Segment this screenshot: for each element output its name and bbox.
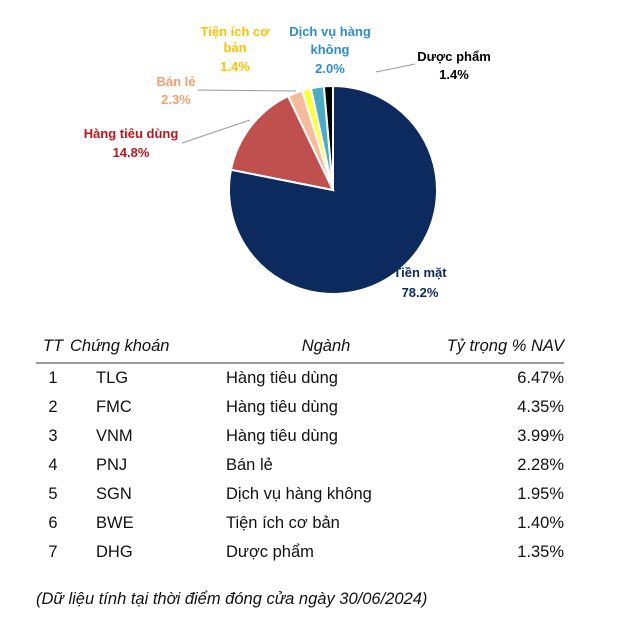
row-ticker: TLG bbox=[96, 369, 129, 387]
slice-value: 2.0% bbox=[315, 61, 345, 76]
footnote: (Dữ liệu tính tại thời điểm đóng cửa ngà… bbox=[36, 590, 428, 608]
row-index: 3 bbox=[48, 427, 58, 445]
slice-value: 1.4% bbox=[439, 67, 469, 82]
row-sector: Tiện ích cơ bản bbox=[226, 514, 340, 532]
slice-label: Tiện ích cơ bản bbox=[201, 24, 271, 55]
leader-line bbox=[197, 89, 297, 92]
row-ticker: PNJ bbox=[96, 456, 128, 474]
table-row: 3 VNM Hàng tiêu dùng 3.99% bbox=[36, 422, 564, 451]
slice-label: Hàng tiêu dùng bbox=[84, 126, 179, 141]
row-index: 1 bbox=[48, 369, 58, 387]
row-weight: 6.47% bbox=[517, 369, 564, 387]
row-weight: 3.99% bbox=[517, 427, 564, 445]
slice-label: Tiền mặt bbox=[393, 265, 447, 280]
leader-line bbox=[375, 63, 416, 73]
header-weight: Tỷ trọng % NAV bbox=[426, 334, 564, 364]
table-row: 6 BWE Tiện ích cơ bản 1.40% bbox=[36, 509, 564, 538]
slice-value: 2.3% bbox=[161, 92, 191, 107]
row-ticker: DHG bbox=[96, 543, 133, 561]
slice-label: Dược phẩm bbox=[417, 49, 491, 64]
row-index: 4 bbox=[48, 456, 58, 474]
table-row: 1 TLG Hàng tiêu dùng 6.47% bbox=[36, 363, 564, 393]
table-row: 5 SGN Dịch vụ hàng không 1.95% bbox=[36, 480, 564, 509]
leader-line bbox=[181, 119, 251, 144]
slice-value: 1.4% bbox=[220, 59, 250, 74]
row-sector: Dịch vụ hàng không bbox=[226, 485, 372, 503]
pie-slice bbox=[322, 84, 334, 191]
slice-label: Dịch vụ hàng không bbox=[289, 24, 371, 57]
row-index: 5 bbox=[48, 485, 58, 503]
row-sector: Dược phẩm bbox=[226, 543, 314, 561]
row-weight: 1.35% bbox=[517, 543, 564, 561]
row-ticker: BWE bbox=[96, 514, 134, 532]
slice-value: 78.2% bbox=[402, 285, 439, 300]
slice-value: 14.8% bbox=[113, 145, 150, 160]
table-header: TT Chứng khoán Ngành Tỷ trọng % NAV bbox=[36, 334, 564, 364]
row-index: 6 bbox=[48, 514, 58, 532]
header-sector: Ngành bbox=[226, 334, 426, 364]
row-index: 7 bbox=[48, 543, 58, 561]
pie-chart: Tiền mặt 78.2% Hàng tiêu dùng 14.8% Bán lẻ 2.… bbox=[84, 24, 491, 300]
header-ticker: Chứng khoán bbox=[70, 334, 226, 364]
row-weight: 4.35% bbox=[517, 398, 564, 416]
holdings-table: TT Chứng khoán Ngành Tỷ trọng % NAV 1 TLG… bbox=[36, 334, 564, 567]
row-sector: Bán lẻ bbox=[226, 456, 273, 474]
table-row: 2 FMC Hàng tiêu dùng 4.35% bbox=[36, 393, 564, 422]
table-row: 4 PNJ Bán lẻ 2.28% bbox=[36, 451, 564, 480]
row-weight: 1.40% bbox=[517, 514, 564, 532]
row-weight: 1.95% bbox=[517, 485, 564, 503]
row-ticker: FMC bbox=[96, 398, 132, 416]
row-sector: Hàng tiêu dùng bbox=[226, 398, 338, 416]
slice-label: Bán lẻ bbox=[156, 74, 195, 89]
table-row: 7 DHG Dược phẩm 1.35% bbox=[36, 538, 564, 567]
row-weight: 2.28% bbox=[517, 456, 564, 474]
row-ticker: VNM bbox=[96, 427, 133, 445]
row-sector: Hàng tiêu dùng bbox=[226, 369, 338, 387]
row-sector: Hàng tiêu dùng bbox=[226, 427, 338, 445]
row-index: 2 bbox=[48, 398, 58, 416]
row-ticker: SGN bbox=[96, 485, 132, 503]
header-tt: TT bbox=[36, 334, 70, 364]
pie-slice bbox=[229, 94, 335, 192]
